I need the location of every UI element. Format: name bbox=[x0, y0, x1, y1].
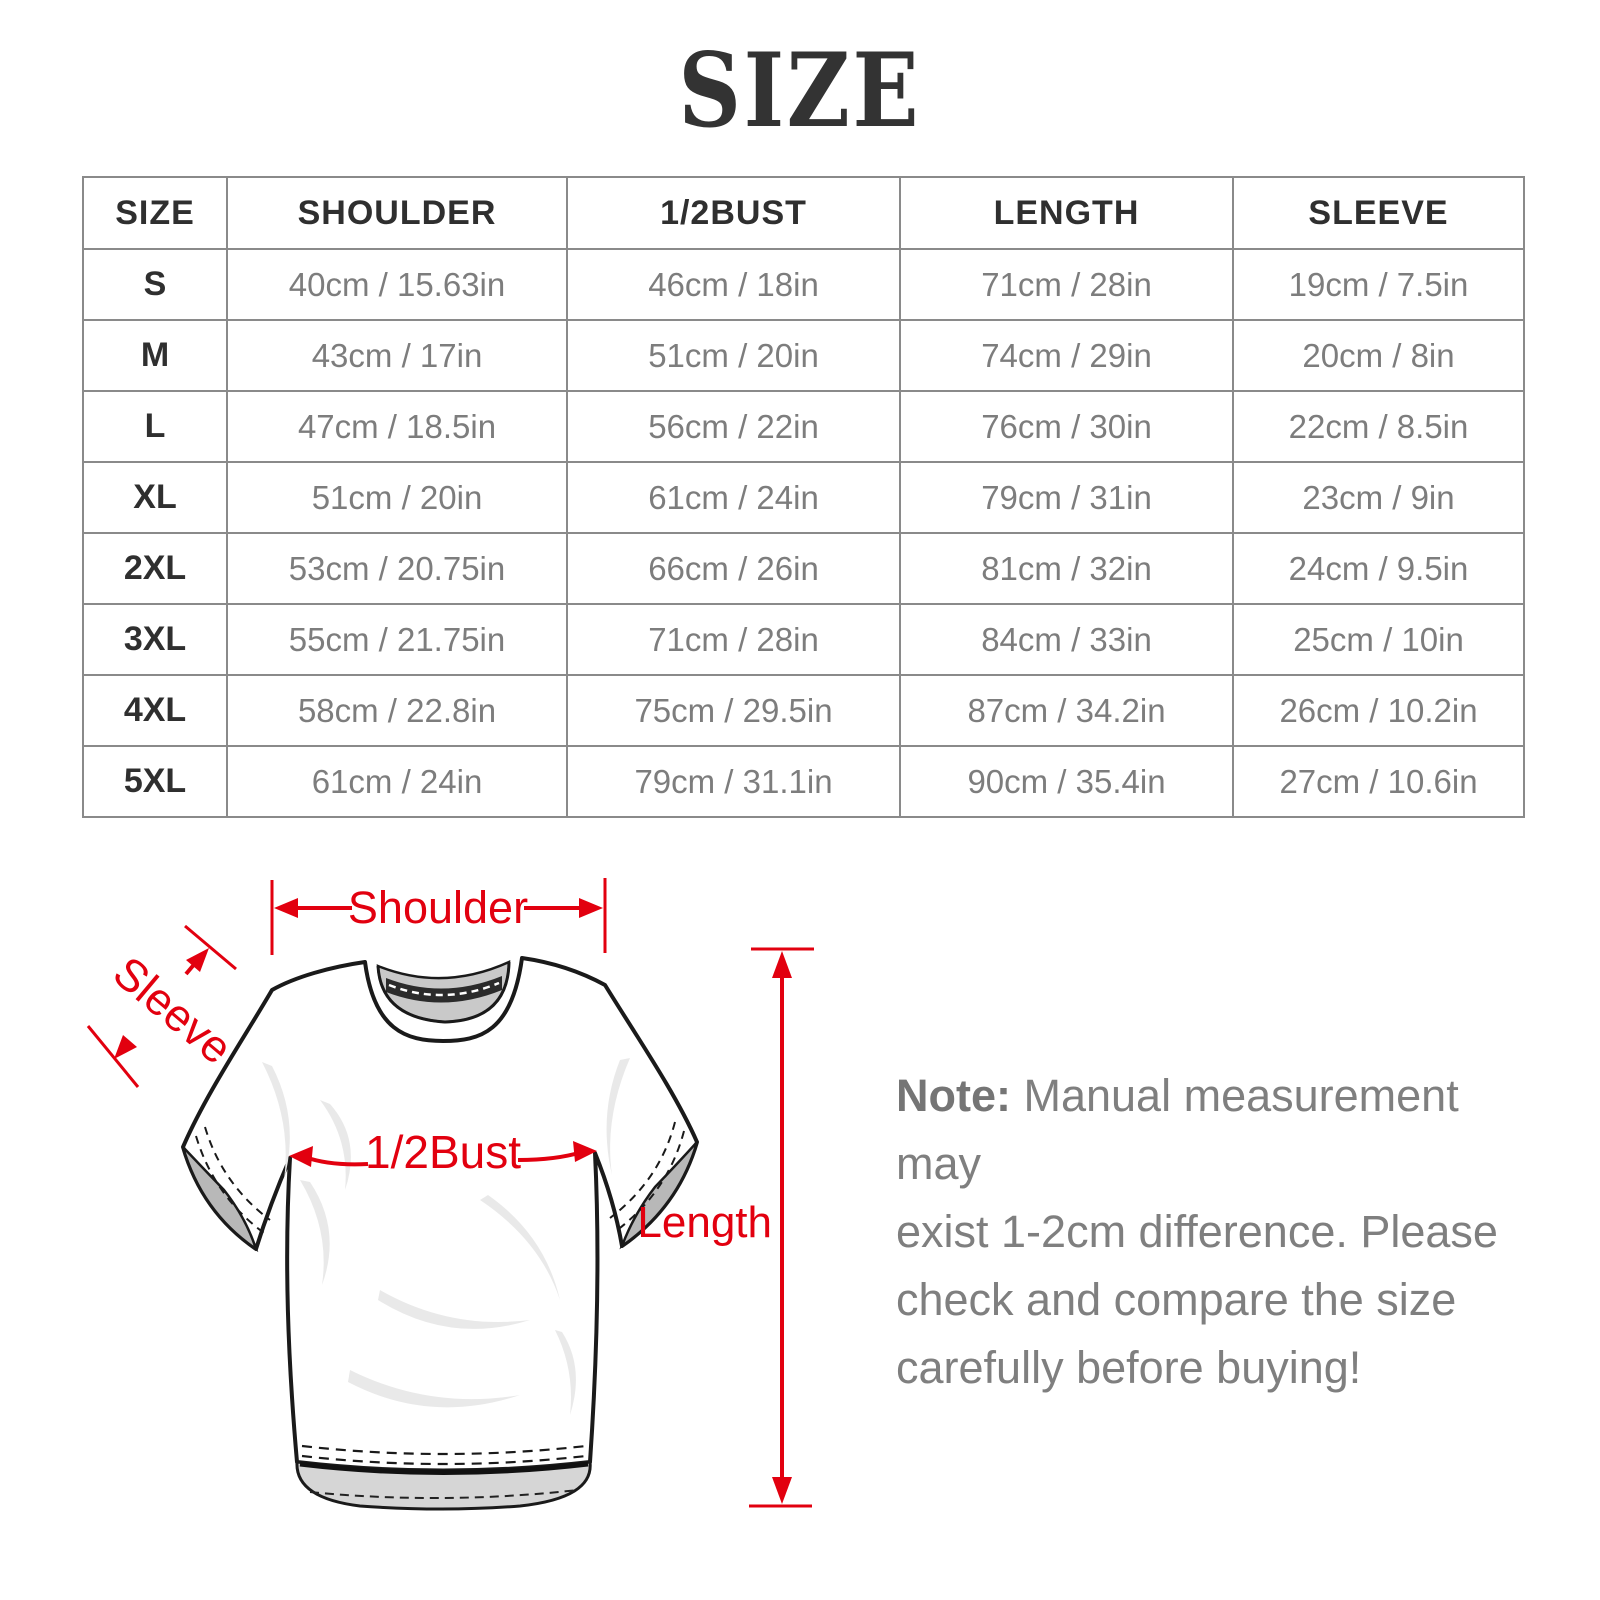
bust-value: 75cm / 29.5in bbox=[566, 674, 901, 747]
length-value: 81cm / 32in bbox=[899, 532, 1234, 605]
table-row: L 47cm / 18.5in 56cm / 22in 76cm / 30in … bbox=[82, 390, 1525, 463]
size-label: S bbox=[82, 248, 228, 321]
bust-value: 71cm / 28in bbox=[566, 603, 901, 676]
size-label: XL bbox=[82, 461, 228, 534]
length-bottom-arrowhead bbox=[772, 1477, 792, 1504]
sleeve-value: 26cm / 10.2in bbox=[1232, 674, 1525, 747]
note-line1-text: Manual measurement may bbox=[896, 1070, 1459, 1189]
measurement-note: Note: Manual measurement may exist 1-2cm… bbox=[896, 1062, 1506, 1402]
tshirt-illustration bbox=[181, 956, 699, 1511]
tshirt-collar-band-edge bbox=[376, 961, 511, 1024]
length-measure: Length bbox=[637, 947, 814, 1508]
page-title: SIZE bbox=[678, 31, 922, 151]
bust-value: 79cm / 31.1in bbox=[566, 745, 901, 818]
table-row: S 40cm / 15.63in 46cm / 18in 71cm / 28in… bbox=[82, 248, 1525, 321]
sleeve-value: 20cm / 8in bbox=[1232, 319, 1525, 392]
shoulder-value: 51cm / 20in bbox=[226, 461, 568, 534]
sleeve-value: 25cm / 10in bbox=[1232, 603, 1525, 676]
col-header-bust: 1/2BUST bbox=[566, 176, 901, 250]
table-row: 3XL 55cm / 21.75in 71cm / 28in 84cm / 33… bbox=[82, 603, 1525, 676]
size-label: M bbox=[82, 319, 228, 392]
sleeve-upper-arrowhead bbox=[186, 948, 209, 972]
col-header-sleeve: SLEEVE bbox=[1232, 176, 1525, 250]
length-value: 71cm / 28in bbox=[899, 248, 1234, 321]
length-value: 74cm / 29in bbox=[899, 319, 1234, 392]
bust-value: 51cm / 20in bbox=[566, 319, 901, 392]
bust-value: 66cm / 26in bbox=[566, 532, 901, 605]
table-row: M 43cm / 17in 51cm / 20in 74cm / 29in 20… bbox=[82, 319, 1525, 392]
table-row: 2XL 53cm / 20.75in 66cm / 26in 81cm / 32… bbox=[82, 532, 1525, 605]
shoulder-right-arrowhead bbox=[579, 898, 603, 918]
bust-right-arrowhead bbox=[573, 1141, 597, 1162]
sleeve-value: 22cm / 8.5in bbox=[1232, 390, 1525, 463]
tshirt-collar-seam-stitch bbox=[388, 981, 500, 997]
shoulder-left-arrowhead bbox=[274, 898, 298, 918]
tshirt-wrinkles bbox=[262, 1058, 630, 1415]
size-label: 2XL bbox=[82, 532, 228, 605]
table-row: 5XL 61cm / 24in 79cm / 31.1in 90cm / 35.… bbox=[82, 745, 1525, 818]
sleeve-label: Sleeve bbox=[104, 946, 242, 1074]
shoulder-value: 43cm / 17in bbox=[226, 319, 568, 392]
page-title-wrap: SIZE bbox=[0, 36, 1600, 146]
note-line: Note: Manual measurement may bbox=[896, 1062, 1506, 1198]
tshirt-right-cuff bbox=[619, 1141, 699, 1250]
table-header-row: SIZE SHOULDER 1/2BUST LENGTH SLEEVE bbox=[82, 176, 1525, 250]
size-label: 5XL bbox=[82, 745, 228, 818]
tshirt-left-cuff-stitching bbox=[195, 1126, 271, 1234]
sleeve-value: 19cm / 7.5in bbox=[1232, 248, 1525, 321]
shoulder-measure: Shoulder bbox=[270, 878, 607, 955]
col-header-shoulder: SHOULDER bbox=[226, 176, 568, 250]
sleeve-measure: Sleeve bbox=[86, 924, 242, 1088]
shoulder-label: Shoulder bbox=[348, 882, 528, 933]
table-row: XL 51cm / 20in 61cm / 24in 79cm / 31in 2… bbox=[82, 461, 1525, 534]
bust-value: 61cm / 24in bbox=[566, 461, 901, 534]
col-header-size: SIZE bbox=[82, 176, 228, 250]
sleeve-lower-tick bbox=[86, 1025, 140, 1088]
shoulder-value: 58cm / 22.8in bbox=[226, 674, 568, 747]
bust-value: 46cm / 18in bbox=[566, 248, 901, 321]
bust-measure: 1/2Bust bbox=[289, 1126, 597, 1178]
shoulder-value: 40cm / 15.63in bbox=[226, 248, 568, 321]
sleeve-value: 27cm / 10.6in bbox=[1232, 745, 1525, 818]
length-value: 84cm / 33in bbox=[899, 603, 1234, 676]
tshirt-collar-seam-band bbox=[386, 976, 502, 1003]
tshirt-hem-roll-edge bbox=[299, 1461, 589, 1475]
note-line: carefully before buying! bbox=[896, 1342, 1362, 1393]
length-value: 90cm / 35.4in bbox=[899, 745, 1234, 818]
size-table: SIZE SHOULDER 1/2BUST LENGTH SLEEVE S 40… bbox=[82, 176, 1525, 818]
bust-value: 56cm / 22in bbox=[566, 390, 901, 463]
size-label: 3XL bbox=[82, 603, 228, 676]
sleeve-upper-tick bbox=[184, 924, 237, 971]
tshirt-hem-stitching bbox=[301, 1444, 587, 1466]
sleeve-value: 23cm / 9in bbox=[1232, 461, 1525, 534]
bust-label: 1/2Bust bbox=[365, 1126, 521, 1178]
size-label: L bbox=[82, 390, 228, 463]
tshirt-body-outline bbox=[181, 956, 699, 1473]
length-value: 87cm / 34.2in bbox=[899, 674, 1234, 747]
tshirt-left-cuff bbox=[181, 1146, 259, 1253]
note-prefix: Note: bbox=[896, 1070, 1011, 1121]
size-label: 4XL bbox=[82, 674, 228, 747]
shoulder-value: 47cm / 18.5in bbox=[226, 390, 568, 463]
col-header-length: LENGTH bbox=[899, 176, 1234, 250]
length-top-arrowhead bbox=[772, 951, 792, 978]
bust-left-arrowhead bbox=[289, 1146, 313, 1167]
shoulder-value: 55cm / 21.75in bbox=[226, 603, 568, 676]
note-line: exist 1-2cm difference. Please bbox=[896, 1206, 1498, 1257]
note-line: check and compare the size bbox=[896, 1274, 1457, 1325]
length-label: Length bbox=[637, 1198, 772, 1247]
sleeve-value: 24cm / 9.5in bbox=[1232, 532, 1525, 605]
shoulder-value: 61cm / 24in bbox=[226, 745, 568, 818]
sleeve-lower-arrowhead bbox=[114, 1035, 137, 1059]
tshirt-right-cuff-stitching bbox=[609, 1121, 685, 1232]
length-value: 79cm / 31in bbox=[899, 461, 1234, 534]
table-row: 4XL 58cm / 22.8in 75cm / 29.5in 87cm / 3… bbox=[82, 674, 1525, 747]
shoulder-value: 53cm / 20.75in bbox=[226, 532, 568, 605]
length-value: 76cm / 30in bbox=[899, 390, 1234, 463]
tshirt-hem-roll-stitch bbox=[309, 1489, 579, 1500]
